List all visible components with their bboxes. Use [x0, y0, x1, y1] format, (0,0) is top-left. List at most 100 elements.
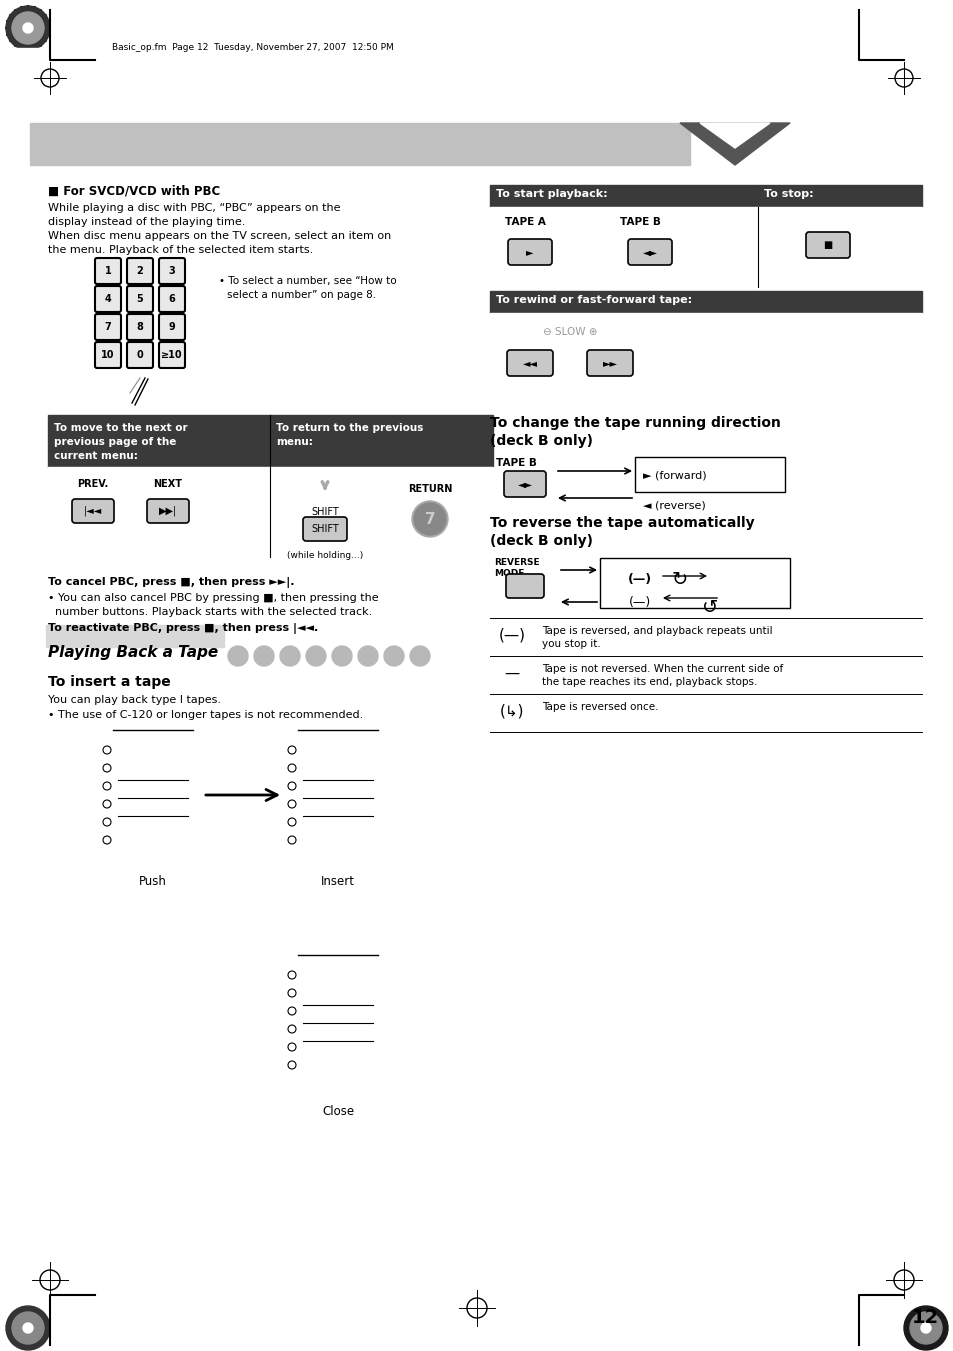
Text: ■: ■ — [822, 240, 832, 250]
FancyBboxPatch shape — [503, 471, 545, 497]
Text: • You can also cancel PBC by pressing ■, then pressing the: • You can also cancel PBC by pressing ■,… — [48, 593, 378, 603]
Bar — [758, 185, 921, 207]
Text: ◄►: ◄► — [517, 480, 532, 489]
Text: (—): (—) — [628, 596, 651, 609]
Bar — [599, 558, 789, 608]
FancyBboxPatch shape — [127, 286, 152, 312]
Text: (—): (—) — [498, 627, 525, 643]
Bar — [875, 49, 953, 58]
Bar — [297, 955, 377, 1085]
Text: Tape is not reversed. When the current side of: Tape is not reversed. When the current s… — [541, 663, 782, 674]
Circle shape — [280, 646, 299, 666]
Circle shape — [253, 646, 274, 666]
Text: TAPE B: TAPE B — [619, 218, 660, 227]
Text: select a number” on page 8.: select a number” on page 8. — [227, 290, 375, 300]
Text: To reverse the tape automatically: To reverse the tape automatically — [490, 516, 754, 530]
Bar — [490, 207, 921, 286]
Bar — [490, 290, 921, 313]
Text: (deck B only): (deck B only) — [490, 434, 593, 449]
Text: the menu. Playback of the selected item starts.: the menu. Playback of the selected item … — [48, 245, 313, 255]
FancyBboxPatch shape — [303, 517, 347, 540]
FancyBboxPatch shape — [507, 239, 552, 265]
Circle shape — [306, 646, 326, 666]
Bar — [635, 457, 784, 492]
Text: Tape is reversed once.: Tape is reversed once. — [541, 703, 658, 712]
Bar — [50, 0, 80, 58]
Circle shape — [384, 646, 403, 666]
Text: You can play back type I tapes.: You can play back type I tapes. — [48, 694, 221, 705]
Text: number buttons. Playback starts with the selected track.: number buttons. Playback starts with the… — [48, 607, 372, 617]
FancyBboxPatch shape — [505, 574, 543, 598]
Text: TAPE A: TAPE A — [504, 218, 545, 227]
Text: (↳): (↳) — [499, 704, 524, 719]
Text: previous page of the: previous page of the — [54, 436, 176, 447]
Bar — [30, 123, 689, 165]
FancyBboxPatch shape — [71, 499, 113, 523]
Circle shape — [920, 1323, 930, 1333]
FancyBboxPatch shape — [95, 286, 121, 312]
Text: you stop it.: you stop it. — [541, 639, 600, 648]
Text: PREV.: PREV. — [77, 480, 109, 489]
Bar — [270, 415, 493, 467]
Text: To rewind or fast-forward tape:: To rewind or fast-forward tape: — [496, 295, 691, 305]
Circle shape — [920, 23, 930, 32]
Text: the tape reaches its end, playback stops.: the tape reaches its end, playback stops… — [541, 677, 757, 688]
Text: ►►: ►► — [602, 358, 617, 367]
FancyBboxPatch shape — [127, 258, 152, 284]
Text: 3: 3 — [169, 266, 175, 276]
Polygon shape — [679, 123, 789, 165]
Text: display instead of the playing time.: display instead of the playing time. — [48, 218, 245, 227]
FancyBboxPatch shape — [805, 232, 849, 258]
Circle shape — [903, 1306, 947, 1350]
Text: ◄ (reverse): ◄ (reverse) — [642, 500, 705, 509]
Bar — [859, 0, 953, 58]
Text: To start playback:: To start playback: — [496, 189, 607, 199]
Circle shape — [903, 5, 947, 50]
Text: |◄◄: |◄◄ — [84, 505, 102, 516]
FancyBboxPatch shape — [159, 286, 185, 312]
Polygon shape — [700, 123, 769, 149]
Text: 1: 1 — [105, 266, 112, 276]
Text: ⊖ SLOW ⊕: ⊖ SLOW ⊕ — [542, 327, 597, 336]
Text: 2: 2 — [136, 266, 143, 276]
Text: • The use of C-120 or longer tapes is not recommended.: • The use of C-120 or longer tapes is no… — [48, 711, 363, 720]
Text: To reactivate PBC, press ■, then press |◄◄.: To reactivate PBC, press ■, then press |… — [48, 623, 318, 634]
Bar — [297, 730, 377, 861]
Text: To insert a tape: To insert a tape — [48, 676, 171, 689]
Circle shape — [23, 1323, 33, 1333]
Text: ↺: ↺ — [701, 598, 718, 617]
Text: • To select a number, see “How to: • To select a number, see “How to — [219, 276, 396, 286]
Text: ◄◄: ◄◄ — [522, 358, 537, 367]
Circle shape — [12, 12, 44, 45]
Text: ≥10: ≥10 — [161, 350, 183, 359]
FancyBboxPatch shape — [506, 350, 553, 376]
FancyBboxPatch shape — [159, 342, 185, 367]
Text: To stop:: To stop: — [763, 189, 813, 199]
Text: Push: Push — [139, 875, 167, 888]
Bar — [0, 49, 78, 58]
Text: Close: Close — [321, 1105, 354, 1119]
Circle shape — [6, 1306, 50, 1350]
Text: 12: 12 — [911, 1308, 939, 1327]
FancyBboxPatch shape — [95, 258, 121, 284]
Bar — [112, 730, 193, 861]
Text: ▶▶|: ▶▶| — [159, 505, 177, 516]
Text: ■ For SVCD/VCD with PBC: ■ For SVCD/VCD with PBC — [48, 185, 220, 199]
Bar — [46, 626, 224, 647]
Text: 0: 0 — [136, 350, 143, 359]
Text: ► (forward): ► (forward) — [642, 470, 706, 480]
FancyBboxPatch shape — [147, 499, 189, 523]
Text: Insert: Insert — [320, 875, 355, 888]
Circle shape — [909, 1312, 941, 1344]
Text: SHIFT: SHIFT — [311, 524, 338, 534]
FancyBboxPatch shape — [95, 342, 121, 367]
Bar — [490, 185, 758, 207]
Text: ►: ► — [526, 247, 533, 257]
Text: 9: 9 — [169, 322, 175, 332]
FancyBboxPatch shape — [127, 342, 152, 367]
Circle shape — [357, 646, 377, 666]
Circle shape — [228, 646, 248, 666]
Circle shape — [909, 12, 941, 45]
FancyBboxPatch shape — [159, 258, 185, 284]
Text: While playing a disc with PBC, “PBC” appears on the: While playing a disc with PBC, “PBC” app… — [48, 203, 340, 213]
